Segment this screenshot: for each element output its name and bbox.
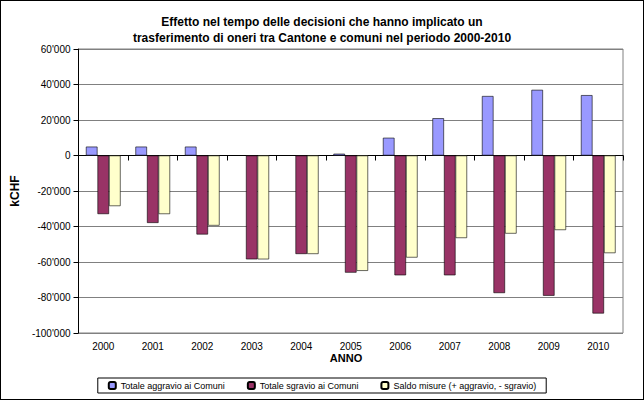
svg-text:60'000: 60'000 bbox=[41, 44, 71, 55]
svg-text:-20'000: -20'000 bbox=[37, 186, 70, 197]
svg-text:2000: 2000 bbox=[92, 341, 115, 352]
svg-text:-40'000: -40'000 bbox=[37, 221, 70, 232]
svg-text:Totale sgravio ai Comuni: Totale sgravio ai Comuni bbox=[260, 381, 359, 391]
svg-text:Effetto nel tempo delle decisi: Effetto nel tempo delle decisioni che ha… bbox=[161, 15, 482, 29]
svg-text:Totale aggravio ai Comuni: Totale aggravio ai Comuni bbox=[121, 381, 225, 391]
svg-text:2001: 2001 bbox=[142, 341, 165, 352]
svg-text:kCHF: kCHF bbox=[8, 175, 22, 206]
svg-text:-100'000: -100'000 bbox=[32, 328, 71, 339]
svg-text:-80'000: -80'000 bbox=[37, 292, 70, 303]
svg-text:2010: 2010 bbox=[587, 341, 610, 352]
svg-text:Saldo misure (+ aggravio, - sg: Saldo misure (+ aggravio, - sgravio) bbox=[393, 381, 536, 391]
svg-text:ANNO: ANNO bbox=[330, 352, 363, 364]
svg-text:0: 0 bbox=[65, 150, 71, 161]
svg-text:2003: 2003 bbox=[241, 341, 264, 352]
svg-text:2005: 2005 bbox=[340, 341, 363, 352]
svg-text:40'000: 40'000 bbox=[41, 79, 71, 90]
svg-text:2009: 2009 bbox=[538, 341, 561, 352]
svg-text:2006: 2006 bbox=[389, 341, 412, 352]
svg-text:trasferimento di oneri tra Can: trasferimento di oneri tra Cantone e com… bbox=[133, 31, 511, 45]
svg-text:2004: 2004 bbox=[290, 341, 313, 352]
svg-text:2008: 2008 bbox=[488, 341, 511, 352]
svg-text:2007: 2007 bbox=[439, 341, 462, 352]
svg-text:20'000: 20'000 bbox=[41, 115, 71, 126]
svg-text:2002: 2002 bbox=[191, 341, 214, 352]
svg-text:-60'000: -60'000 bbox=[37, 257, 70, 268]
